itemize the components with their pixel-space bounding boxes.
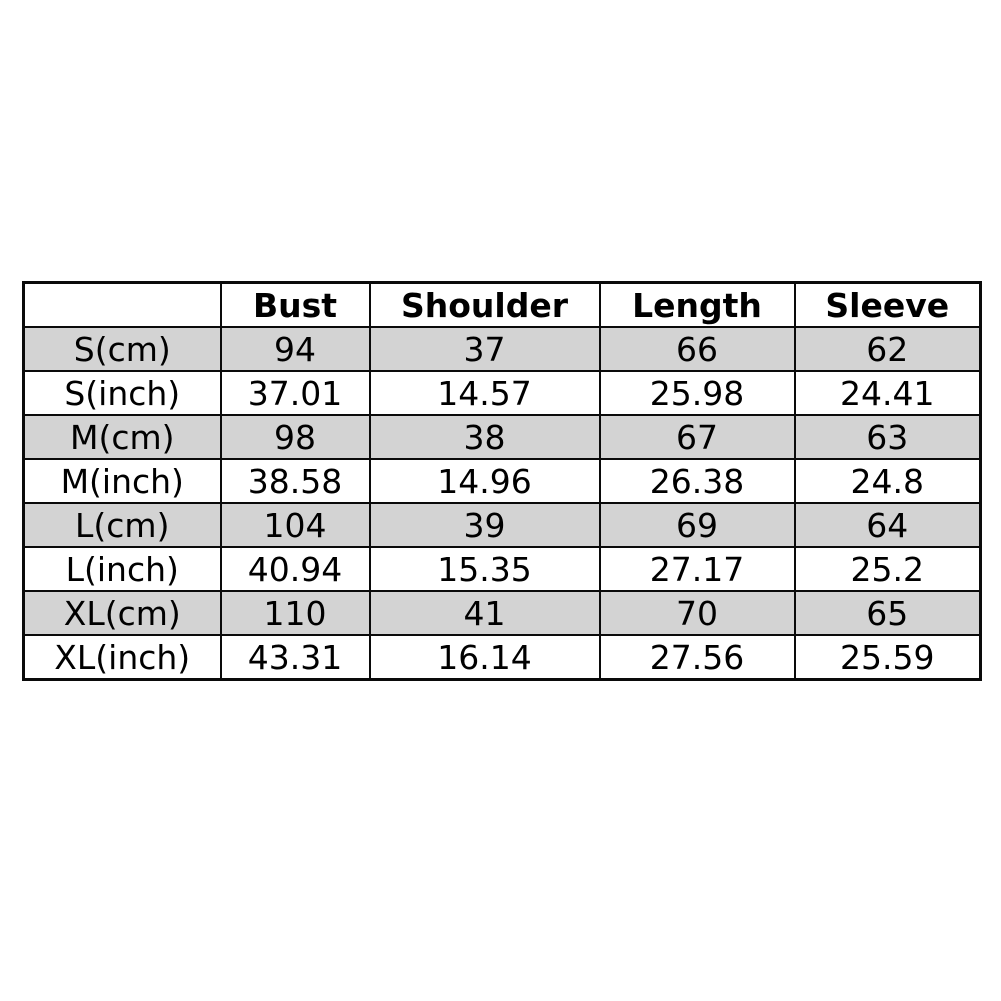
data-cell: 27.17 bbox=[598, 546, 796, 592]
column-header-length: Length bbox=[598, 281, 796, 328]
data-cell: 40.94 bbox=[219, 546, 371, 592]
size-chart-table: Bust Shoulder Length Sleeve S(cm) 94 37 … bbox=[22, 281, 982, 681]
data-cell: 67 bbox=[598, 414, 796, 460]
table-row-xl-cm: XL(cm) 110 41 70 65 bbox=[22, 590, 982, 636]
data-cell: 26.38 bbox=[598, 458, 796, 504]
row-label: L(inch) bbox=[22, 546, 222, 592]
data-cell: 24.8 bbox=[793, 458, 982, 504]
row-label: L(cm) bbox=[22, 502, 222, 548]
table-row-s-cm: S(cm) 94 37 66 62 bbox=[22, 326, 982, 372]
data-cell: 69 bbox=[598, 502, 796, 548]
column-header-shoulder: Shoulder bbox=[368, 281, 601, 328]
data-cell: 65 bbox=[793, 590, 982, 636]
data-cell: 104 bbox=[219, 502, 371, 548]
data-cell: 37 bbox=[368, 326, 601, 372]
row-label: M(inch) bbox=[22, 458, 222, 504]
table-row-l-inch: L(inch) 40.94 15.35 27.17 25.2 bbox=[22, 546, 982, 592]
table-row-m-cm: M(cm) 98 38 67 63 bbox=[22, 414, 982, 460]
column-header-sleeve: Sleeve bbox=[793, 281, 982, 328]
data-cell: 27.56 bbox=[598, 634, 796, 681]
data-cell: 25.98 bbox=[598, 370, 796, 416]
data-cell: 14.57 bbox=[368, 370, 601, 416]
table-row-l-cm: L(cm) 104 39 69 64 bbox=[22, 502, 982, 548]
data-cell: 64 bbox=[793, 502, 982, 548]
row-label: XL(cm) bbox=[22, 590, 222, 636]
data-cell: 24.41 bbox=[793, 370, 982, 416]
row-label: S(cm) bbox=[22, 326, 222, 372]
data-cell: 70 bbox=[598, 590, 796, 636]
data-cell: 25.59 bbox=[793, 634, 982, 681]
data-cell: 41 bbox=[368, 590, 601, 636]
row-label: XL(inch) bbox=[22, 634, 222, 681]
corner-cell bbox=[22, 281, 222, 328]
data-cell: 43.31 bbox=[219, 634, 371, 681]
data-cell: 15.35 bbox=[368, 546, 601, 592]
table-row-xl-inch: XL(inch) 43.31 16.14 27.56 25.59 bbox=[22, 634, 982, 681]
data-cell: 38.58 bbox=[219, 458, 371, 504]
data-cell: 110 bbox=[219, 590, 371, 636]
table-row-m-inch: M(inch) 38.58 14.96 26.38 24.8 bbox=[22, 458, 982, 504]
data-cell: 38 bbox=[368, 414, 601, 460]
table-row-s-inch: S(inch) 37.01 14.57 25.98 24.41 bbox=[22, 370, 982, 416]
data-cell: 16.14 bbox=[368, 634, 601, 681]
data-cell: 94 bbox=[219, 326, 371, 372]
header-row: Bust Shoulder Length Sleeve bbox=[22, 281, 982, 328]
column-header-bust: Bust bbox=[219, 281, 371, 328]
data-cell: 98 bbox=[219, 414, 371, 460]
data-cell: 14.96 bbox=[368, 458, 601, 504]
row-label: S(inch) bbox=[22, 370, 222, 416]
data-cell: 62 bbox=[793, 326, 982, 372]
data-cell: 39 bbox=[368, 502, 601, 548]
row-label: M(cm) bbox=[22, 414, 222, 460]
data-cell: 25.2 bbox=[793, 546, 982, 592]
data-cell: 66 bbox=[598, 326, 796, 372]
data-cell: 63 bbox=[793, 414, 982, 460]
data-cell: 37.01 bbox=[219, 370, 371, 416]
